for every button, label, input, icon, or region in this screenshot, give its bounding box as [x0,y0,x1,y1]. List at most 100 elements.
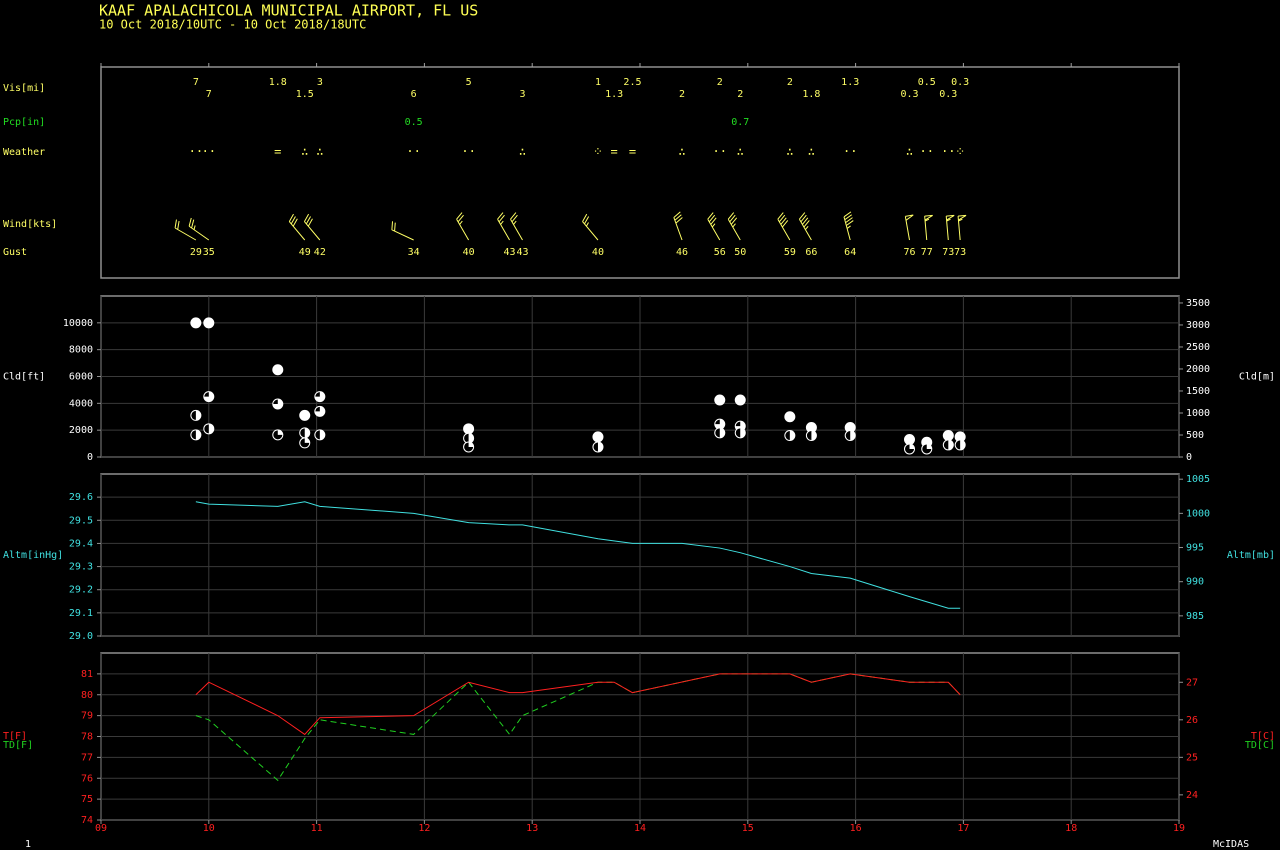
y2-tick-label: 24 [1186,790,1198,801]
gust-value: 34 [408,247,420,258]
visibility-value: 1.3 [605,89,623,100]
visibility-value: 0.3 [939,89,957,100]
cloud-cover [719,427,725,438]
visibility-value: 0.3 [900,89,918,100]
wind-barb [188,217,210,241]
y-tick-label: 29.6 [69,492,93,503]
weather-symbol: ∴ [678,145,685,159]
x-tick-label: 14 [634,823,646,834]
weather-symbol: ·· [461,145,475,159]
y2-tick-label: 1000 [1186,508,1210,519]
y2-tick-label: 3000 [1186,320,1210,331]
cloud-cover [740,427,746,438]
wind-barb [843,211,854,241]
gust-value: 29 [190,247,202,258]
wind-barb [798,212,812,241]
y-tick-label: 29.3 [69,562,93,573]
y-tick-label: 78 [81,732,93,743]
x-tick-label: 16 [850,823,862,834]
x-tick-label: 09 [95,823,107,834]
wind-barb [945,214,955,241]
y-tick-label: 29.4 [69,538,93,549]
row-label: Weather [3,147,45,158]
y2-tick-label: 25 [1186,752,1198,763]
cloud-layer [190,317,202,329]
cloud-cover [304,437,310,443]
cloud-cover [811,430,817,441]
y-tick-label: 76 [81,773,93,784]
y-tick-label: 2000 [69,425,93,436]
gust-value: 73 [942,247,954,258]
weather-symbol: ∴ [906,145,913,159]
visibility-value: 2 [717,77,723,88]
y2-tick-label: 1500 [1186,386,1210,397]
data-line [195,501,961,609]
weather-symbol: = [629,145,636,159]
weather-symbol: ·· [202,145,216,159]
cloud-layer [942,430,954,442]
gust-value: 43 [504,247,516,258]
frame-number: 1 [25,839,31,850]
y-tick-label: 6000 [69,372,93,383]
cloud-cover [314,391,325,402]
wind-barb [904,214,914,241]
gust-value: 59 [784,247,796,258]
series-label: T[F] [3,731,27,742]
data-line [195,673,961,736]
y2-tick-label: 2500 [1186,342,1210,353]
y2-axis-label: Cld[m] [1239,372,1275,383]
cloud-cover [850,430,856,441]
x-tick-label: 11 [311,823,323,834]
visibility-value: 1.8 [802,89,820,100]
cloud-cover [195,410,201,421]
visibility-value: 0.5 [918,77,936,88]
y2-tick-label: 27 [1186,677,1198,688]
y2-tick-label: 0 [1186,452,1192,463]
wind-barb [510,212,523,241]
wind-barb [288,213,306,241]
y-tick-label: 29.0 [69,631,93,642]
weather-symbol: ·· [189,145,203,159]
cloud-cover [909,443,915,449]
y-tick-label: 10000 [63,318,93,329]
gust-value: 46 [676,247,688,258]
visibility-value: 6 [411,89,417,100]
cloud-layer [734,394,746,406]
wind-barb [777,212,791,241]
x-tick-label: 12 [418,823,430,834]
y-tick-label: 29.1 [69,608,93,619]
y2-tick-label: 2000 [1186,364,1210,375]
visibility-value: 7 [206,89,212,100]
row-label: Wind[kts] [3,219,57,230]
visibility-value: 1.5 [296,89,314,100]
cloud-cover [468,433,474,444]
weather-symbol: ∴ [808,145,815,159]
weather-symbol: = [274,145,281,159]
gust-value: 49 [299,247,311,258]
weather-symbol: ·· [920,145,934,159]
weather-symbol: ∴ [737,145,744,159]
y2-tick-label: 1005 [1186,474,1210,485]
y2-tick-label: 1000 [1186,408,1210,419]
cloud-cover [948,439,954,450]
wind-barb [924,214,933,241]
weather-symbol: ·· [843,145,857,159]
cloud-cover [319,429,325,440]
cloud-layer [203,317,215,329]
y-tick-label: 79 [81,711,93,722]
row-label: Gust [3,247,27,258]
weather-symbol: ∴ [786,145,793,159]
wind-barb [727,212,741,241]
y-tick-label: 75 [81,794,93,805]
y-tick-label: 29.2 [69,585,93,596]
y-tick-label: 80 [81,690,93,701]
cloud-layer [904,434,915,446]
gust-value: 40 [463,247,475,258]
y-tick-label: 74 [81,815,93,826]
gust-value: 35 [203,247,215,258]
visibility-value: 2 [737,89,743,100]
visibility-value: 7 [193,77,199,88]
weather-symbol: ∴ [301,145,308,159]
